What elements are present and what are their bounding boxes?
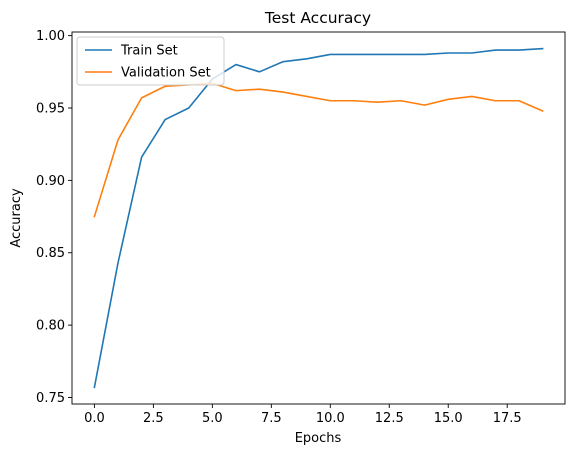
y-tick-label: 1.00: [36, 29, 65, 44]
x-tick-label: 12.5: [375, 411, 404, 426]
y-tick-label: 0.95: [36, 101, 65, 116]
x-tick-label: 17.5: [493, 411, 522, 426]
axes-frame: [71, 31, 566, 405]
y-tick-label: 0.90: [36, 174, 65, 189]
y-tick-label: 0.85: [36, 246, 65, 261]
x-tick-label: 2.5: [143, 411, 164, 426]
x-tick-label: 0.0: [84, 411, 105, 426]
legend-box: [76, 36, 225, 86]
series-line-2: [93, 82, 544, 218]
legend-label-2: Validation Set: [121, 66, 211, 81]
x-tick-label: 10.0: [316, 411, 345, 426]
y-tick-label: 0.80: [36, 319, 65, 334]
series-line-1: [93, 47, 544, 389]
x-tick-label: 15.0: [434, 411, 463, 426]
plot-area: 0.0 2.5 5.0 7.5 10.0 12.5 15.0 17.5 0.75 0.80 0.85…: [36, 29, 566, 426]
y-tick-label: 0.75: [36, 391, 65, 406]
y-axis-label: Accuracy: [9, 188, 24, 248]
x-tick-label: 5.0: [202, 411, 223, 426]
x-tick-label: 7.5: [261, 411, 282, 426]
chart-title: Test Accuracy: [264, 9, 371, 27]
legend-label-1: Train Set: [120, 44, 178, 59]
x-axis-label: Epochs: [295, 431, 342, 446]
